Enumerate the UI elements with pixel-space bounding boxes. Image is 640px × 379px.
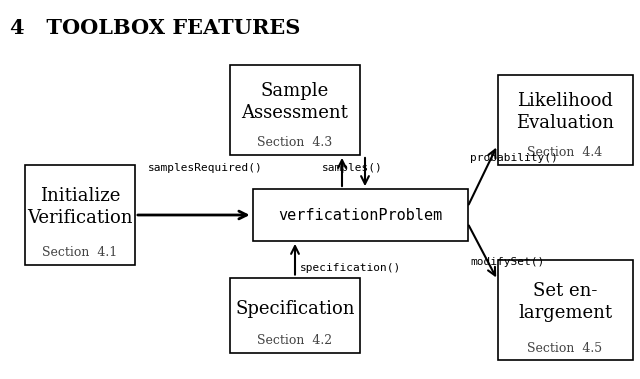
Text: Specification: Specification <box>236 300 355 318</box>
Bar <box>230 277 360 352</box>
Bar <box>230 65 360 155</box>
Bar <box>497 260 632 360</box>
Text: Section  4.1: Section 4.1 <box>42 246 118 260</box>
Text: Section  4.2: Section 4.2 <box>257 334 333 347</box>
Text: 4   TOOLBOX FEATURES: 4 TOOLBOX FEATURES <box>10 18 300 38</box>
Text: Initialize
Verification: Initialize Verification <box>28 187 132 227</box>
Text: Section  4.3: Section 4.3 <box>257 136 333 149</box>
Text: verficationProblem: verficationProblem <box>278 207 442 222</box>
Text: specification(): specification() <box>300 263 401 273</box>
Text: Likelihood
Evaluation: Likelihood Evaluation <box>516 92 614 132</box>
Bar <box>25 165 135 265</box>
Text: samplesRequired(): samplesRequired() <box>148 163 263 173</box>
Text: modifySet(): modifySet() <box>470 257 544 267</box>
Text: samples(): samples() <box>322 163 383 173</box>
Bar <box>497 75 632 165</box>
Text: probability(): probability() <box>470 153 557 163</box>
Text: Set en-
largement: Set en- largement <box>518 282 612 322</box>
Bar <box>253 189 467 241</box>
Text: Section  4.4: Section 4.4 <box>527 147 603 160</box>
Text: Section  4.5: Section 4.5 <box>527 341 603 354</box>
Text: Sample
Assessment: Sample Assessment <box>241 82 348 122</box>
